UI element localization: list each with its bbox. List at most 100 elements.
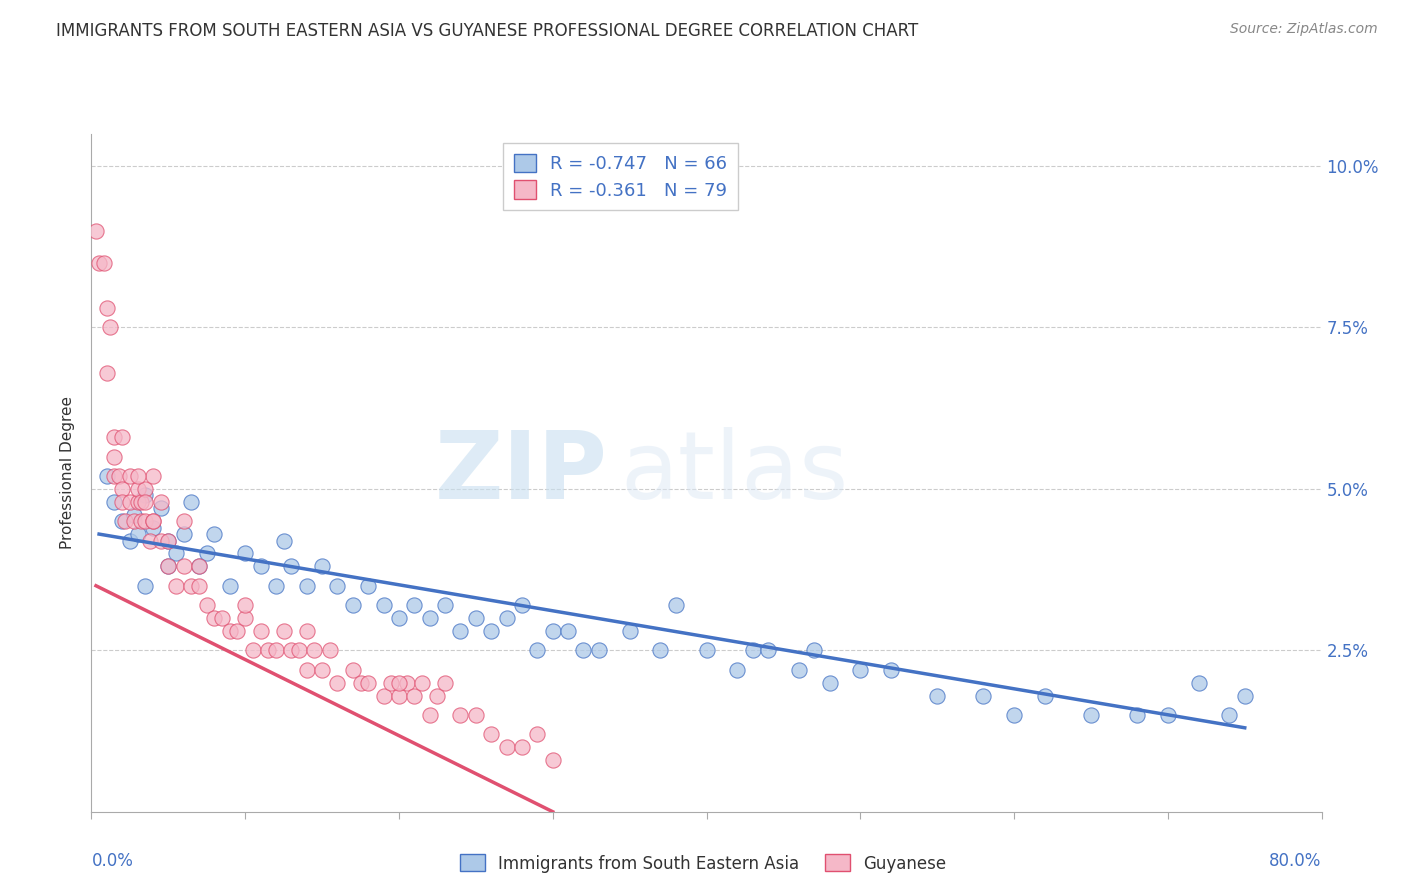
Point <box>118 533 141 548</box>
Point <box>195 546 218 560</box>
Point <box>1218 707 1240 722</box>
Point <box>134 579 156 593</box>
Point <box>173 527 195 541</box>
Point <box>1002 707 1025 722</box>
Point <box>818 675 841 690</box>
Point <box>93 256 115 270</box>
Point <box>111 495 134 509</box>
Point <box>495 611 517 625</box>
Point <box>927 689 949 703</box>
Point <box>218 579 240 593</box>
Text: ZIP: ZIP <box>436 426 607 519</box>
Point <box>756 643 779 657</box>
Point <box>103 469 125 483</box>
Text: atlas: atlas <box>620 426 849 519</box>
Point <box>280 559 302 574</box>
Point <box>96 301 118 315</box>
Point <box>388 689 411 703</box>
Point <box>557 624 579 638</box>
Point <box>588 643 610 657</box>
Point <box>127 482 149 496</box>
Point <box>1033 689 1056 703</box>
Point <box>510 740 533 755</box>
Point <box>388 675 411 690</box>
Point <box>103 430 125 444</box>
Point <box>725 663 748 677</box>
Point <box>87 256 110 270</box>
Point <box>464 611 486 625</box>
Point <box>129 495 152 509</box>
Point <box>218 624 240 638</box>
Point <box>149 501 172 516</box>
Point <box>211 611 233 625</box>
Point <box>142 514 165 528</box>
Point <box>311 663 333 677</box>
Point <box>880 663 903 677</box>
Point <box>541 624 564 638</box>
Point <box>404 689 426 703</box>
Point <box>180 495 202 509</box>
Point <box>619 624 641 638</box>
Point <box>419 611 441 625</box>
Point <box>411 675 433 690</box>
Point <box>96 366 118 380</box>
Point <box>404 598 426 612</box>
Point <box>149 495 172 509</box>
Point <box>288 643 311 657</box>
Point <box>103 450 125 464</box>
Point <box>388 611 411 625</box>
Legend: Immigrants from South Eastern Asia, Guyanese: Immigrants from South Eastern Asia, Guya… <box>453 847 953 880</box>
Point <box>249 559 271 574</box>
Point <box>157 533 180 548</box>
Point <box>118 495 141 509</box>
Point <box>295 663 318 677</box>
Point <box>803 643 825 657</box>
Point <box>134 482 156 496</box>
Point <box>572 643 595 657</box>
Point <box>526 643 548 657</box>
Point <box>849 663 872 677</box>
Point <box>319 643 342 657</box>
Point <box>449 624 471 638</box>
Point <box>157 533 180 548</box>
Point <box>526 727 548 741</box>
Point <box>195 598 218 612</box>
Point <box>342 663 364 677</box>
Point <box>249 624 271 638</box>
Point <box>127 495 149 509</box>
Point <box>479 624 502 638</box>
Point <box>449 707 471 722</box>
Point <box>202 611 225 625</box>
Point <box>134 514 156 528</box>
Point <box>295 579 318 593</box>
Point <box>357 579 380 593</box>
Point <box>134 488 156 502</box>
Point <box>342 598 364 612</box>
Point <box>1080 707 1102 722</box>
Point <box>426 689 449 703</box>
Point <box>242 643 264 657</box>
Text: 0.0%: 0.0% <box>91 853 134 871</box>
Point <box>142 469 165 483</box>
Point <box>96 469 118 483</box>
Point <box>108 469 131 483</box>
Point <box>326 579 349 593</box>
Point <box>124 514 146 528</box>
Point <box>142 521 165 535</box>
Text: Source: ZipAtlas.com: Source: ZipAtlas.com <box>1230 22 1378 37</box>
Point <box>295 624 318 638</box>
Point <box>180 579 202 593</box>
Point <box>142 514 165 528</box>
Point <box>650 643 672 657</box>
Point <box>280 643 302 657</box>
Point <box>188 559 211 574</box>
Point <box>118 469 141 483</box>
Point <box>257 643 280 657</box>
Point <box>434 675 457 690</box>
Point <box>157 559 180 574</box>
Point <box>139 533 162 548</box>
Point <box>149 533 172 548</box>
Point <box>165 579 187 593</box>
Point <box>273 533 295 548</box>
Point <box>111 430 134 444</box>
